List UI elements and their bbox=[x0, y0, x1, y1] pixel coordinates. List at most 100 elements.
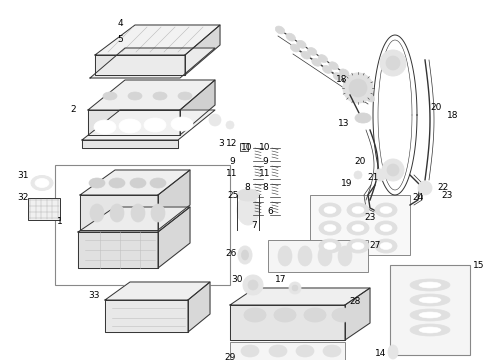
Bar bbox=[390, 265, 470, 355]
Ellipse shape bbox=[324, 225, 336, 231]
Text: 31: 31 bbox=[17, 171, 29, 180]
Text: 25: 25 bbox=[227, 190, 239, 199]
Ellipse shape bbox=[244, 308, 266, 322]
Text: 21: 21 bbox=[368, 174, 379, 183]
Ellipse shape bbox=[178, 92, 192, 100]
Text: 32: 32 bbox=[17, 194, 29, 202]
Ellipse shape bbox=[226, 121, 234, 129]
Ellipse shape bbox=[209, 114, 221, 126]
Ellipse shape bbox=[332, 308, 354, 322]
Ellipse shape bbox=[319, 239, 341, 253]
Ellipse shape bbox=[380, 50, 406, 76]
Ellipse shape bbox=[380, 243, 392, 249]
Text: 11: 11 bbox=[259, 170, 271, 179]
Ellipse shape bbox=[347, 203, 369, 217]
Polygon shape bbox=[82, 110, 215, 140]
Ellipse shape bbox=[286, 33, 295, 41]
Ellipse shape bbox=[131, 204, 145, 222]
Text: 18: 18 bbox=[447, 111, 459, 120]
Text: 8: 8 bbox=[262, 183, 268, 192]
Ellipse shape bbox=[242, 250, 248, 260]
Text: 9: 9 bbox=[262, 157, 268, 166]
Ellipse shape bbox=[237, 189, 259, 201]
Ellipse shape bbox=[355, 87, 364, 95]
Text: 2: 2 bbox=[70, 105, 76, 114]
Ellipse shape bbox=[419, 327, 441, 333]
Ellipse shape bbox=[150, 178, 166, 188]
Polygon shape bbox=[188, 282, 210, 332]
Ellipse shape bbox=[248, 280, 258, 290]
Ellipse shape bbox=[130, 178, 146, 188]
Ellipse shape bbox=[301, 51, 310, 59]
Ellipse shape bbox=[419, 297, 441, 303]
Polygon shape bbox=[230, 288, 370, 305]
Polygon shape bbox=[180, 80, 215, 135]
Ellipse shape bbox=[274, 308, 296, 322]
Polygon shape bbox=[88, 110, 180, 135]
Ellipse shape bbox=[343, 73, 373, 103]
Polygon shape bbox=[82, 140, 178, 148]
Ellipse shape bbox=[347, 239, 369, 253]
Ellipse shape bbox=[355, 113, 371, 123]
Text: 5: 5 bbox=[117, 35, 123, 44]
Ellipse shape bbox=[241, 345, 259, 357]
Bar bbox=[240, 143, 248, 151]
Text: 19: 19 bbox=[341, 179, 353, 188]
Ellipse shape bbox=[151, 204, 165, 222]
Ellipse shape bbox=[94, 120, 116, 134]
Text: 20: 20 bbox=[430, 104, 441, 112]
Ellipse shape bbox=[298, 246, 312, 266]
Polygon shape bbox=[80, 195, 158, 230]
Ellipse shape bbox=[340, 69, 349, 77]
Ellipse shape bbox=[382, 159, 404, 181]
Text: 3: 3 bbox=[218, 139, 224, 148]
Ellipse shape bbox=[375, 221, 397, 235]
Ellipse shape bbox=[291, 44, 300, 52]
Ellipse shape bbox=[386, 56, 400, 70]
Polygon shape bbox=[90, 48, 215, 78]
Text: 6: 6 bbox=[267, 207, 273, 216]
Text: 23: 23 bbox=[364, 213, 376, 222]
Polygon shape bbox=[80, 170, 190, 195]
Ellipse shape bbox=[419, 312, 441, 318]
Bar bbox=[55, 165, 230, 285]
Polygon shape bbox=[345, 288, 370, 340]
Ellipse shape bbox=[307, 48, 317, 55]
Ellipse shape bbox=[410, 324, 450, 336]
Ellipse shape bbox=[374, 169, 386, 181]
Ellipse shape bbox=[319, 221, 341, 235]
Ellipse shape bbox=[110, 204, 124, 222]
Ellipse shape bbox=[243, 275, 263, 295]
Polygon shape bbox=[78, 207, 190, 232]
Ellipse shape bbox=[119, 119, 141, 133]
Text: 18: 18 bbox=[336, 76, 348, 85]
Ellipse shape bbox=[375, 239, 397, 253]
Ellipse shape bbox=[35, 179, 49, 188]
Ellipse shape bbox=[352, 243, 364, 249]
Ellipse shape bbox=[319, 203, 341, 217]
Ellipse shape bbox=[410, 309, 450, 321]
Polygon shape bbox=[95, 55, 185, 75]
Text: 7: 7 bbox=[251, 221, 257, 230]
Text: 20: 20 bbox=[354, 158, 366, 166]
Ellipse shape bbox=[269, 345, 287, 357]
Text: 28: 28 bbox=[349, 297, 361, 306]
Ellipse shape bbox=[375, 203, 397, 217]
Text: 8: 8 bbox=[244, 183, 250, 192]
Ellipse shape bbox=[380, 225, 392, 231]
Text: 29: 29 bbox=[224, 354, 236, 360]
Text: 27: 27 bbox=[369, 240, 381, 249]
Polygon shape bbox=[78, 232, 158, 268]
Ellipse shape bbox=[318, 246, 332, 266]
Ellipse shape bbox=[153, 92, 167, 100]
Polygon shape bbox=[158, 170, 190, 230]
Ellipse shape bbox=[238, 246, 252, 264]
Ellipse shape bbox=[338, 246, 352, 266]
Ellipse shape bbox=[333, 73, 343, 81]
Ellipse shape bbox=[275, 26, 285, 34]
Ellipse shape bbox=[418, 181, 432, 195]
Ellipse shape bbox=[312, 58, 321, 66]
Ellipse shape bbox=[128, 92, 142, 100]
Text: 26: 26 bbox=[225, 249, 237, 258]
Polygon shape bbox=[105, 300, 188, 332]
